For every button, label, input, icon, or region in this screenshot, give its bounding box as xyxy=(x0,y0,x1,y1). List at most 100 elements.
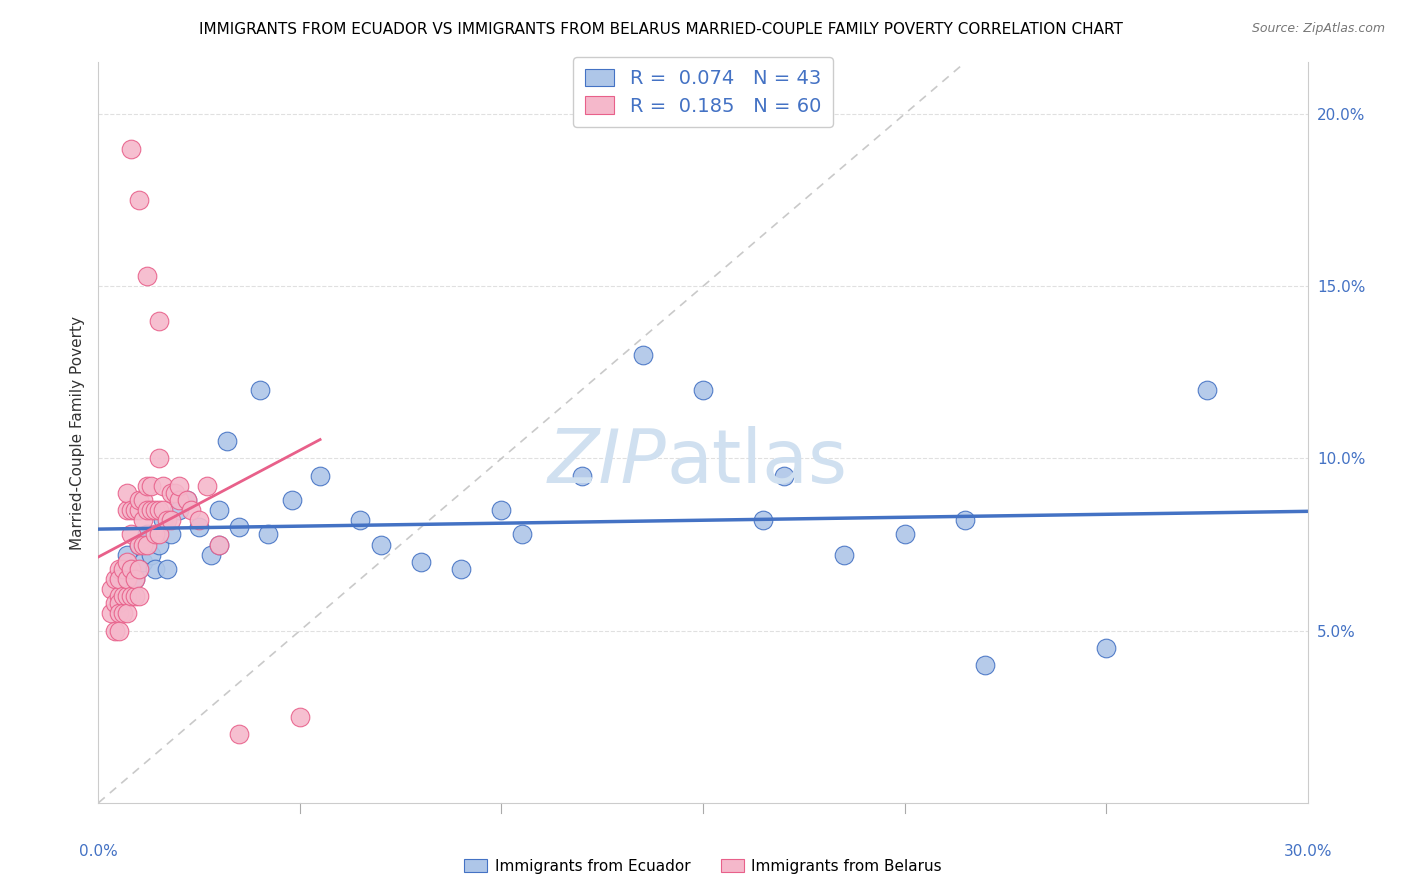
Point xyxy=(120,561,142,575)
Point xyxy=(148,503,170,517)
Point xyxy=(160,513,183,527)
Point xyxy=(167,503,190,517)
Point xyxy=(120,527,142,541)
Point xyxy=(107,607,129,621)
Point xyxy=(143,503,166,517)
Point xyxy=(103,572,125,586)
Text: IMMIGRANTS FROM ECUADOR VS IMMIGRANTS FROM BELARUS MARRIED-COUPLE FAMILY POVERTY: IMMIGRANTS FROM ECUADOR VS IMMIGRANTS FR… xyxy=(198,22,1123,37)
Point xyxy=(139,479,162,493)
Point xyxy=(309,468,332,483)
Point xyxy=(188,520,211,534)
Point xyxy=(100,607,122,621)
Point xyxy=(107,572,129,586)
Point xyxy=(208,537,231,551)
Point xyxy=(974,658,997,673)
Text: 30.0%: 30.0% xyxy=(1284,844,1331,859)
Point xyxy=(450,561,472,575)
Point xyxy=(135,268,157,283)
Point xyxy=(128,193,150,207)
Point xyxy=(163,486,186,500)
Point xyxy=(152,513,174,527)
Point xyxy=(370,537,392,551)
Point xyxy=(135,537,157,551)
Point xyxy=(409,555,432,569)
Point xyxy=(107,572,129,586)
Y-axis label: Married-Couple Family Poverty: Married-Couple Family Poverty xyxy=(69,316,84,549)
Point xyxy=(349,513,371,527)
Point xyxy=(120,561,142,575)
Point xyxy=(107,589,129,603)
Point xyxy=(148,451,170,466)
Point xyxy=(160,527,183,541)
Point xyxy=(180,503,202,517)
Point xyxy=(120,589,142,603)
Point xyxy=(288,709,311,723)
Point xyxy=(1195,383,1218,397)
Point xyxy=(893,527,915,541)
Point xyxy=(256,527,278,541)
Point xyxy=(510,527,533,541)
Text: Source: ZipAtlas.com: Source: ZipAtlas.com xyxy=(1251,22,1385,36)
Point xyxy=(128,561,150,575)
Point xyxy=(128,492,150,507)
Point xyxy=(167,492,190,507)
Point xyxy=(132,513,155,527)
Point xyxy=(100,582,122,597)
Point xyxy=(631,348,654,362)
Point xyxy=(124,572,146,586)
Point xyxy=(156,561,179,575)
Point xyxy=(208,537,231,551)
Point xyxy=(128,589,150,603)
Text: ZIP: ZIP xyxy=(548,426,666,499)
Point xyxy=(228,727,250,741)
Point xyxy=(111,607,134,621)
Point xyxy=(143,561,166,575)
Point xyxy=(124,589,146,603)
Point xyxy=(135,527,157,541)
Point xyxy=(152,479,174,493)
Point xyxy=(832,548,855,562)
Point xyxy=(491,503,513,517)
Point xyxy=(111,589,134,603)
Point xyxy=(115,589,138,603)
Point xyxy=(128,537,150,551)
Point xyxy=(249,383,271,397)
Text: 0.0%: 0.0% xyxy=(79,844,118,859)
Point xyxy=(148,537,170,551)
Point xyxy=(124,572,146,586)
Point xyxy=(115,548,138,562)
Point xyxy=(132,492,155,507)
Point xyxy=(135,503,157,517)
Point xyxy=(111,561,134,575)
Point xyxy=(143,527,166,541)
Point xyxy=(176,492,198,507)
Point xyxy=(152,503,174,517)
Point xyxy=(148,314,170,328)
Point xyxy=(156,513,179,527)
Point xyxy=(772,468,794,483)
Point xyxy=(139,548,162,562)
Point xyxy=(167,479,190,493)
Point xyxy=(139,503,162,517)
Point xyxy=(692,383,714,397)
Point xyxy=(752,513,775,527)
Point xyxy=(228,520,250,534)
Point xyxy=(208,503,231,517)
Point xyxy=(128,503,150,517)
Point xyxy=(103,624,125,638)
Point xyxy=(120,142,142,156)
Point xyxy=(115,486,138,500)
Legend: R =  0.074   N = 43, R =  0.185   N = 60: R = 0.074 N = 43, R = 0.185 N = 60 xyxy=(574,57,832,128)
Point xyxy=(115,572,138,586)
Point xyxy=(115,555,138,569)
Legend: Immigrants from Ecuador, Immigrants from Belarus: Immigrants from Ecuador, Immigrants from… xyxy=(458,853,948,880)
Point xyxy=(124,503,146,517)
Point xyxy=(128,537,150,551)
Point xyxy=(120,503,142,517)
Point xyxy=(135,479,157,493)
Point xyxy=(107,561,129,575)
Point xyxy=(571,468,593,483)
Point xyxy=(953,513,976,527)
Point xyxy=(217,434,239,449)
Point xyxy=(1095,640,1118,655)
